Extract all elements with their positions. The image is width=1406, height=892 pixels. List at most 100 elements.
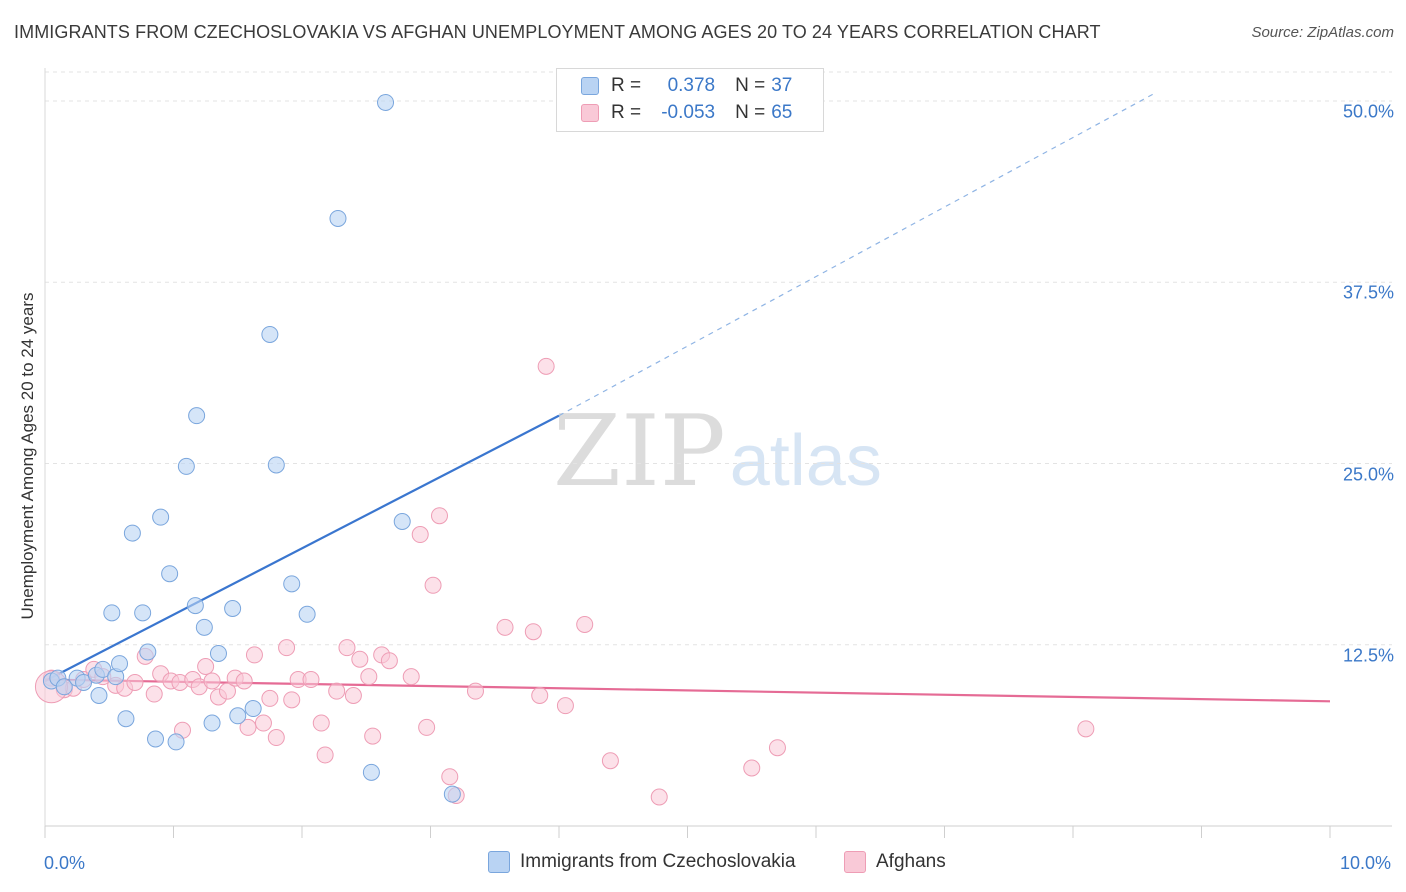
point-czechoslovakia [283, 575, 301, 593]
point-afghans [601, 752, 619, 770]
point-czechoslovakia [167, 733, 185, 751]
point-afghans [197, 658, 215, 675]
n-label: N = [735, 102, 766, 123]
point-czechoslovakia [244, 700, 262, 718]
n-value: 37 [771, 75, 793, 96]
y-tick-label: 12.5% [1342, 645, 1394, 666]
point-afghans [496, 618, 514, 636]
data-points [34, 93, 1095, 806]
point-afghans [267, 729, 285, 747]
point-afghans [235, 672, 253, 690]
point-afghans [380, 652, 398, 670]
point-afghans [239, 718, 257, 736]
point-czechoslovakia [377, 93, 395, 111]
point-afghans [145, 685, 163, 703]
point-afghans [466, 682, 484, 700]
point-czechoslovakia [267, 456, 285, 474]
point-czechoslovakia [111, 655, 129, 673]
point-afghans [418, 718, 436, 736]
point-czechoslovakia [90, 687, 108, 704]
point-afghans [254, 714, 272, 732]
point-afghans [743, 759, 761, 777]
legend-row-afghans: R = -0.053 N = 65 [581, 102, 792, 124]
point-czechoslovakia [139, 643, 157, 661]
legend-item-afghans[interactable]: Afghans [844, 851, 946, 873]
trend-line-czechoslovakia [44, 414, 560, 682]
point-czechoslovakia [55, 678, 73, 696]
point-czechoslovakia [224, 600, 242, 617]
watermark: ZIPatlas [553, 402, 882, 501]
point-afghans [338, 639, 356, 657]
point-afghans [537, 357, 555, 375]
legend-item-czechoslovakia[interactable]: Immigrants from Czechoslovakia [488, 851, 796, 873]
legend-swatch-blue [581, 77, 599, 95]
trend-line-afghans [44, 678, 1331, 703]
point-afghans [556, 697, 574, 715]
y-tick-label: 37.5% [1342, 282, 1394, 303]
y-tick-label: 25.0% [1342, 464, 1394, 484]
r-value: 0.378 [667, 75, 716, 96]
point-afghans [768, 739, 786, 757]
legend-label-afghans: Afghans [876, 851, 946, 872]
point-afghans [351, 650, 369, 668]
r-label: R = [611, 75, 642, 96]
legend-swatch-blue [488, 851, 510, 873]
point-afghans [203, 672, 221, 690]
point-afghans [312, 714, 330, 732]
r-label: R = [611, 102, 642, 123]
legend-label-czechoslovakia: Immigrants from Czechoslovakia [520, 851, 796, 872]
correlation-legend: R = 0.378 N = 37 R = -0.053 N = 65 [556, 68, 824, 132]
point-afghans [424, 576, 442, 594]
point-afghans [364, 727, 382, 745]
point-czechoslovakia [103, 604, 121, 622]
point-afghans [245, 646, 263, 664]
point-czechoslovakia [203, 714, 221, 732]
n-value: 65 [771, 102, 793, 123]
y-tick-label: 50.0% [1342, 101, 1394, 122]
point-czechoslovakia [134, 604, 152, 622]
series-legend: Immigrants from Czechoslovakia Afghans [0, 851, 1406, 877]
r-value: -0.053 [661, 102, 716, 123]
point-afghans [524, 623, 542, 641]
y-axis-label: Unemployment Among Ages 20 to 24 years [18, 292, 37, 620]
point-czechoslovakia [147, 730, 165, 748]
n-label: N = [735, 75, 766, 96]
x-tick-label-min: 0.0% [44, 853, 86, 873]
grid-lines [45, 71, 1392, 646]
legend-row-czechoslovakia: R = 0.378 N = 37 [581, 75, 792, 97]
point-afghans [402, 668, 420, 686]
point-afghans [126, 673, 144, 691]
point-czechoslovakia [75, 673, 93, 691]
point-czechoslovakia [94, 660, 112, 678]
point-czechoslovakia [177, 457, 195, 475]
point-czechoslovakia [393, 513, 411, 530]
point-afghans [328, 682, 346, 700]
point-afghans [261, 689, 279, 707]
x-tick-label-max: 10.0% [1340, 853, 1392, 873]
point-afghans [576, 615, 594, 633]
point-czechoslovakia [261, 325, 279, 343]
point-czechoslovakia [186, 597, 204, 615]
watermark-atlas: atlas [729, 421, 882, 501]
point-afghans [360, 668, 378, 686]
point-czechoslovakia [195, 618, 213, 636]
legend-swatch-pink [581, 104, 599, 122]
point-afghans [218, 682, 236, 700]
point-czechoslovakia [329, 209, 347, 227]
legend-swatch-pink [844, 851, 866, 873]
watermark-zip: ZIP [553, 395, 726, 509]
point-afghans [316, 746, 334, 764]
point-czechoslovakia [117, 710, 135, 728]
point-czechoslovakia [229, 707, 247, 725]
trend-lines [44, 91, 1331, 703]
point-afghans [302, 671, 320, 689]
point-afghans [344, 687, 362, 704]
point-afghans [441, 768, 459, 786]
trend-line-czechoslovakia-extension [558, 91, 1157, 417]
point-afghans [531, 687, 549, 704]
point-czechoslovakia [152, 508, 170, 526]
point-afghans [650, 788, 668, 806]
point-czechoslovakia [362, 763, 380, 781]
point-czechoslovakia [443, 785, 461, 803]
